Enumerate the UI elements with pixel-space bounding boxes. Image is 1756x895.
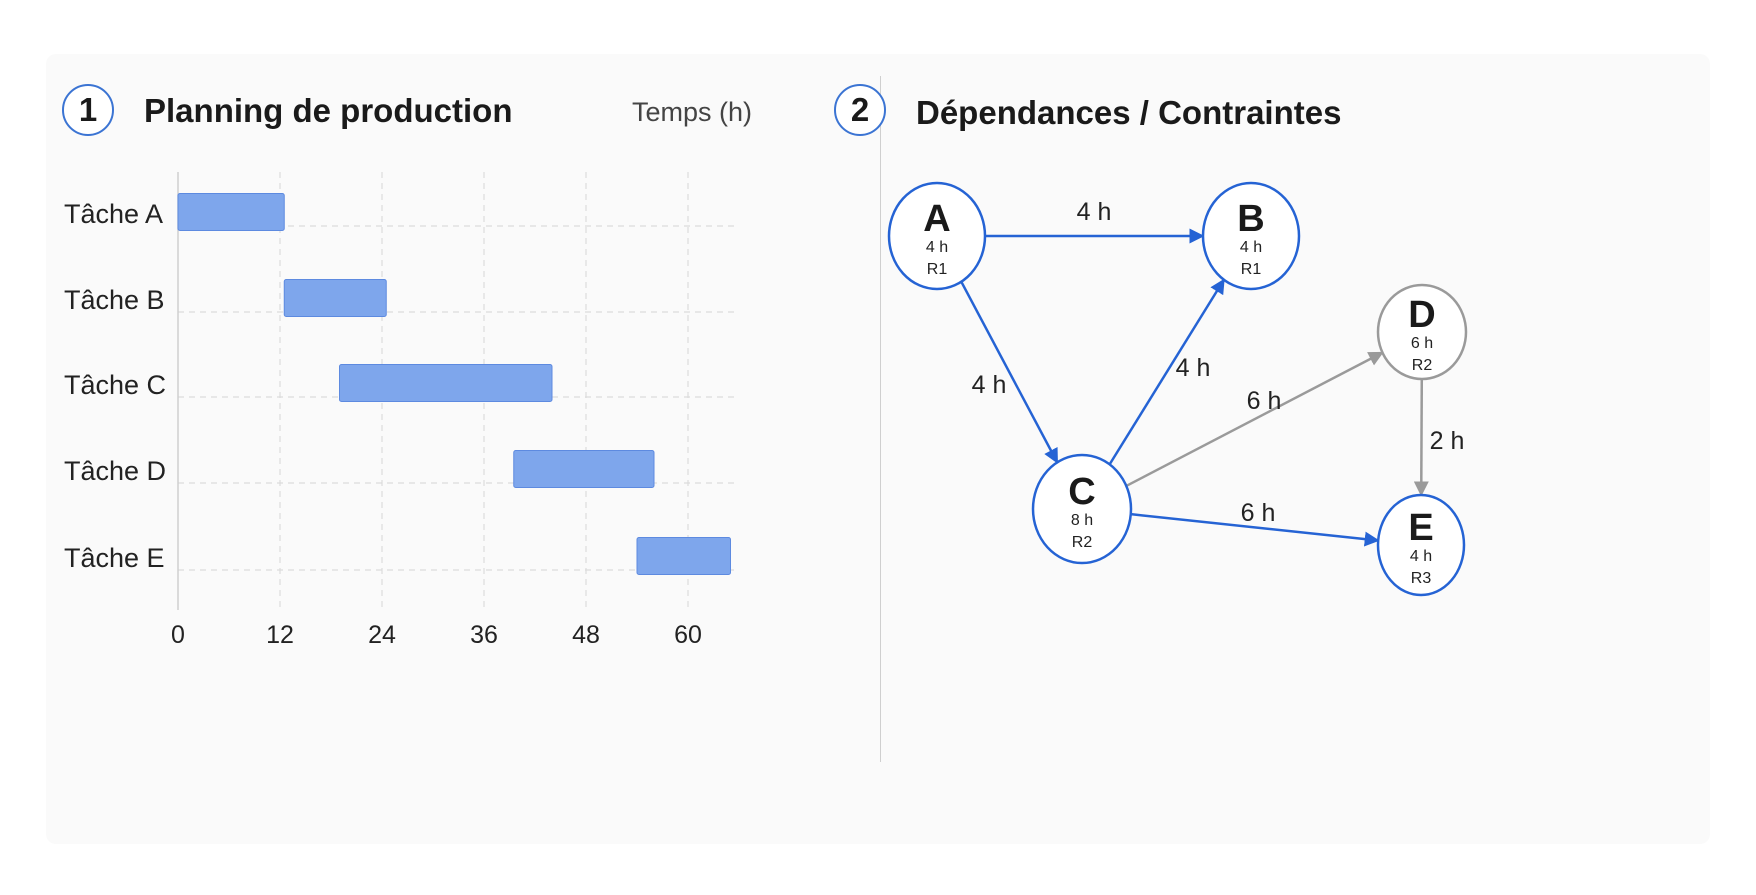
node-resource-D: R2 bbox=[1412, 357, 1433, 374]
node-duration-B: 4 h bbox=[1240, 239, 1262, 256]
x-tick-label: 48 bbox=[572, 621, 600, 649]
edge-A-C bbox=[960, 281, 1059, 464]
node-resource-E: R3 bbox=[1411, 570, 1432, 587]
gantt-bar bbox=[513, 450, 655, 488]
edge-label-A-C: 4 h bbox=[972, 371, 1007, 399]
gantt-bar bbox=[177, 193, 285, 231]
panel-divider bbox=[880, 76, 881, 762]
panel-number-2: 2 bbox=[850, 91, 870, 128]
node-E bbox=[1376, 493, 1466, 597]
x-tick-label: 12 bbox=[266, 621, 294, 649]
node-A bbox=[887, 181, 987, 291]
x-tick-label: 0 bbox=[171, 621, 185, 649]
gantt-unit-label: Temps (h) bbox=[632, 97, 753, 127]
edge-label-C-D: 6 h bbox=[1247, 387, 1282, 415]
edge-D-E bbox=[1413, 378, 1429, 497]
edge-label-C-E: 6 h bbox=[1241, 499, 1276, 527]
x-tick-label: 36 bbox=[470, 621, 498, 649]
panel-number-1: 1 bbox=[78, 91, 98, 128]
x-tick-label: 24 bbox=[368, 621, 396, 649]
node-D bbox=[1376, 283, 1468, 381]
panel-number-badge-1: 1 bbox=[62, 84, 114, 136]
node-resource-A: R1 bbox=[927, 261, 948, 278]
gantt-bar bbox=[339, 364, 553, 402]
edge-label-D-E: 2 h bbox=[1430, 427, 1465, 455]
gantt-bar bbox=[636, 537, 731, 575]
edge-C-D bbox=[1125, 351, 1384, 488]
node-duration-E: 4 h bbox=[1410, 548, 1432, 565]
edge-label-C-B: 4 h bbox=[1176, 354, 1211, 382]
node-letter-D: D bbox=[1408, 294, 1435, 336]
task-label: Tâche A bbox=[64, 199, 163, 229]
node-duration-A: 4 h bbox=[926, 239, 948, 256]
edge-C-B bbox=[1108, 278, 1225, 466]
gantt-title: Planning de production bbox=[144, 92, 513, 129]
node-duration-D: 6 h bbox=[1411, 335, 1433, 352]
gantt-bar bbox=[283, 279, 387, 317]
node-C bbox=[1031, 453, 1133, 565]
node-B bbox=[1201, 181, 1301, 291]
node-letter-A: A bbox=[923, 198, 950, 240]
node-resource-C: R2 bbox=[1072, 534, 1093, 551]
edge-C-E bbox=[1130, 512, 1380, 547]
node-resource-B: R1 bbox=[1241, 261, 1262, 278]
node-letter-E: E bbox=[1408, 507, 1433, 549]
x-tick-label: 60 bbox=[674, 621, 702, 649]
edge-label-A-B: 4 h bbox=[1077, 198, 1112, 226]
node-duration-C: 8 h bbox=[1071, 512, 1093, 529]
task-label: Tâche D bbox=[64, 456, 166, 486]
task-label: Tâche E bbox=[64, 543, 165, 573]
task-label: Tâche C bbox=[64, 370, 166, 400]
figure-card bbox=[46, 54, 1710, 844]
node-letter-C: C bbox=[1068, 471, 1095, 513]
task-label: Tâche B bbox=[64, 285, 165, 315]
panel-number-badge-2: 2 bbox=[834, 84, 886, 136]
node-letter-B: B bbox=[1237, 198, 1264, 240]
graph-title: Dépendances / Contraintes bbox=[916, 94, 1342, 131]
